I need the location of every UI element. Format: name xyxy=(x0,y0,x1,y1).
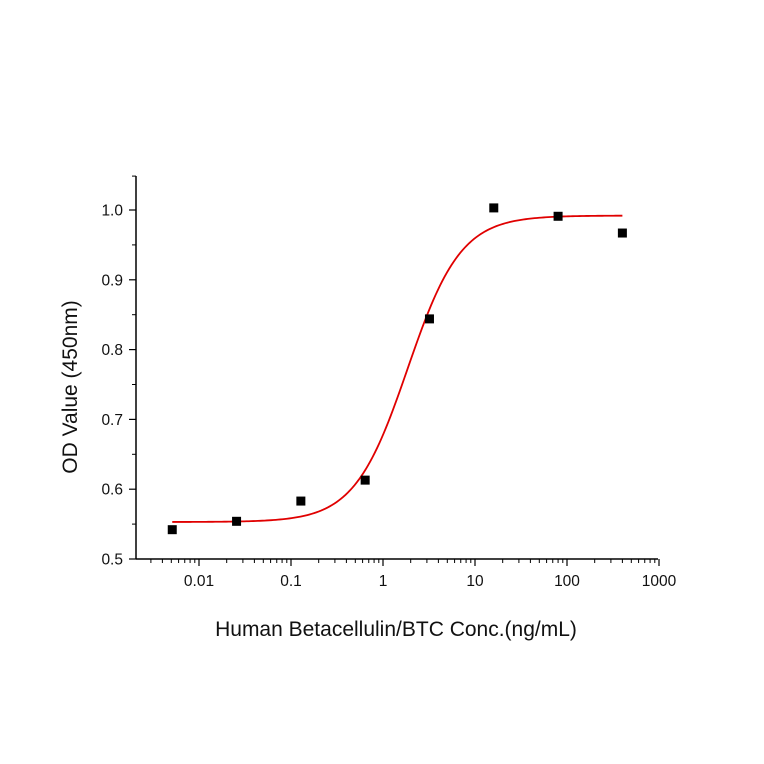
data-point-marker xyxy=(167,525,177,535)
fit-curve xyxy=(172,214,623,523)
x-tick-label: 0.01 xyxy=(184,573,214,590)
data-point-marker xyxy=(232,516,242,526)
y-tick-label: 1.0 xyxy=(101,203,123,220)
x-tick-label: 0.1 xyxy=(280,573,302,590)
y-tick-label: 0.7 xyxy=(101,412,123,429)
y-tick-label: 0.5 xyxy=(101,552,123,569)
data-point-marker xyxy=(360,475,370,485)
data-point-marker xyxy=(424,314,434,324)
x-tick-label: 1 xyxy=(379,573,388,590)
y-tick-label: 0.8 xyxy=(101,342,123,359)
y-axis-title: OD Value (450nm) xyxy=(59,300,82,474)
y-tick-label: 0.6 xyxy=(101,482,123,499)
data-point-marker xyxy=(296,496,306,506)
axes xyxy=(129,175,660,566)
x-tick-label: 10 xyxy=(466,573,484,590)
x-tick-label: 100 xyxy=(554,573,580,590)
fit-line xyxy=(172,214,623,523)
data-point-marker xyxy=(617,228,627,238)
x-tick-label: 1000 xyxy=(642,573,677,590)
y-tick-label: 0.9 xyxy=(101,272,123,289)
data-point-marker xyxy=(553,211,563,221)
x-axis-title: Human Betacellulin/BTC Conc.(ng/mL) xyxy=(215,618,577,641)
data-points xyxy=(167,203,627,535)
data-point-marker xyxy=(489,203,499,213)
tick-labels: 0.5 0.6 0.7 0.8 0.9 1.0 0.01 0.1 1 10 100 1000 xyxy=(101,203,676,591)
